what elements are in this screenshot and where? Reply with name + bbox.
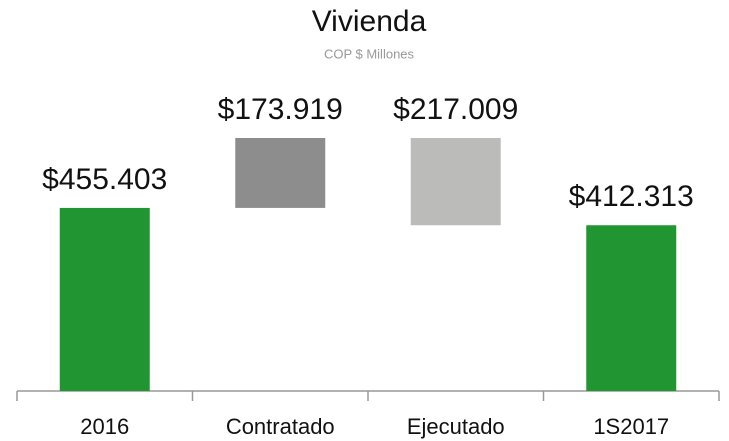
- value-label: $217.009: [393, 93, 518, 126]
- bar: [410, 138, 501, 226]
- bar: [586, 225, 677, 391]
- chart-title: Vivienda: [312, 5, 427, 38]
- x-tick-label: 2016: [80, 414, 129, 439]
- value-label: $173.919: [218, 93, 343, 126]
- x-tick-label: Contratado: [226, 414, 335, 439]
- chart-subtitle: COP $ Millones: [324, 46, 415, 61]
- x-tick-label: 1S2017: [593, 414, 669, 439]
- bar: [59, 207, 150, 391]
- bar: [235, 138, 326, 208]
- value-label: $455.403: [42, 163, 167, 196]
- x-tick-label: Ejecutado: [407, 414, 505, 439]
- value-label: $412.313: [569, 180, 694, 213]
